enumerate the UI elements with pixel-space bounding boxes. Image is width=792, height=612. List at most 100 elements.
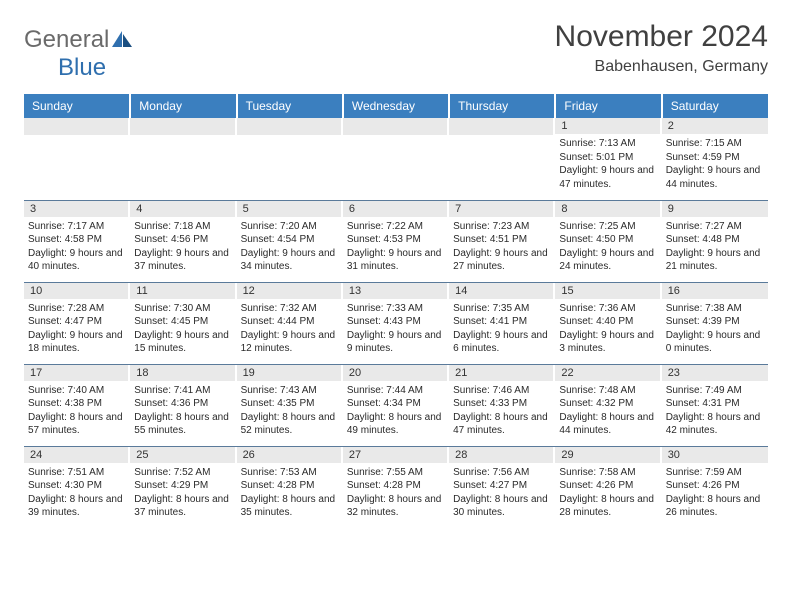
day-number: 5 [237,201,343,217]
sunrise-text: Sunrise: 7:40 AM [28,384,126,398]
day-number: 10 [24,283,130,299]
sunset-text: Sunset: 4:40 PM [559,315,657,329]
sunrise-text: Sunrise: 7:30 AM [134,302,232,316]
day-number: 16 [662,283,768,299]
sunset-text: Sunset: 4:51 PM [453,233,551,247]
day-number [24,118,130,135]
sunrise-text: Sunrise: 7:41 AM [134,384,232,398]
sunrise-text: Sunrise: 7:56 AM [453,466,551,480]
calendar-cell: 3Sunrise: 7:17 AMSunset: 4:58 PMDaylight… [24,200,130,282]
daylight-text: Daylight: 9 hours and 9 minutes. [347,329,445,356]
sunrise-text: Sunrise: 7:43 AM [241,384,339,398]
daylight-text: Daylight: 9 hours and 47 minutes. [559,164,657,191]
calendar-cell [449,118,555,200]
sunrise-text: Sunrise: 7:36 AM [559,302,657,316]
sunset-text: Sunset: 4:39 PM [666,315,764,329]
day-header: Monday [130,94,236,118]
daylight-text: Daylight: 9 hours and 44 minutes. [666,164,764,191]
day-header: Friday [555,94,661,118]
day-number: 15 [555,283,661,299]
sunset-text: Sunset: 4:26 PM [666,479,764,493]
calendar-cell: 2Sunrise: 7:15 AMSunset: 4:59 PMDaylight… [662,118,768,200]
daylight-text: Daylight: 9 hours and 27 minutes. [453,247,551,274]
daylight-text: Daylight: 9 hours and 34 minutes. [241,247,339,274]
day-number: 23 [662,365,768,381]
sunrise-text: Sunrise: 7:17 AM [28,220,126,234]
day-number: 4 [130,201,236,217]
day-number: 19 [237,365,343,381]
calendar-cell: 28Sunrise: 7:56 AMSunset: 4:27 PMDayligh… [449,446,555,528]
calendar-cell: 14Sunrise: 7:35 AMSunset: 4:41 PMDayligh… [449,282,555,364]
sunrise-text: Sunrise: 7:13 AM [559,137,657,151]
day-number: 6 [343,201,449,217]
sunset-text: Sunset: 4:54 PM [241,233,339,247]
calendar-cell: 19Sunrise: 7:43 AMSunset: 4:35 PMDayligh… [237,364,343,446]
calendar-cell: 22Sunrise: 7:48 AMSunset: 4:32 PMDayligh… [555,364,661,446]
day-number: 8 [555,201,661,217]
sunrise-text: Sunrise: 7:52 AM [134,466,232,480]
day-number: 28 [449,447,555,463]
sunrise-text: Sunrise: 7:38 AM [666,302,764,316]
sunrise-text: Sunrise: 7:22 AM [347,220,445,234]
calendar-cell: 10Sunrise: 7:28 AMSunset: 4:47 PMDayligh… [24,282,130,364]
sunset-text: Sunset: 4:35 PM [241,397,339,411]
calendar-cell [130,118,236,200]
sunrise-text: Sunrise: 7:59 AM [666,466,764,480]
sunset-text: Sunset: 4:56 PM [134,233,232,247]
sunset-text: Sunset: 4:33 PM [453,397,551,411]
day-number: 20 [343,365,449,381]
day-number: 13 [343,283,449,299]
calendar-cell: 26Sunrise: 7:53 AMSunset: 4:28 PMDayligh… [237,446,343,528]
daylight-text: Daylight: 8 hours and 57 minutes. [28,411,126,438]
sunrise-text: Sunrise: 7:46 AM [453,384,551,398]
calendar-cell [24,118,130,200]
calendar-cell: 1Sunrise: 7:13 AMSunset: 5:01 PMDaylight… [555,118,661,200]
daylight-text: Daylight: 9 hours and 3 minutes. [559,329,657,356]
day-number: 17 [24,365,130,381]
sunset-text: Sunset: 4:48 PM [666,233,764,247]
calendar-cell [343,118,449,200]
calendar-cell: 27Sunrise: 7:55 AMSunset: 4:28 PMDayligh… [343,446,449,528]
calendar-cell: 25Sunrise: 7:52 AMSunset: 4:29 PMDayligh… [130,446,236,528]
calendar-cell: 8Sunrise: 7:25 AMSunset: 4:50 PMDaylight… [555,200,661,282]
day-number [343,118,449,135]
calendar-cell: 23Sunrise: 7:49 AMSunset: 4:31 PMDayligh… [662,364,768,446]
daylight-text: Daylight: 9 hours and 6 minutes. [453,329,551,356]
logo-blue-text: Blue [58,54,106,81]
sunrise-text: Sunrise: 7:18 AM [134,220,232,234]
day-number: 18 [130,365,236,381]
day-number: 30 [662,447,768,463]
calendar-cell: 12Sunrise: 7:32 AMSunset: 4:44 PMDayligh… [237,282,343,364]
daylight-text: Daylight: 9 hours and 31 minutes. [347,247,445,274]
day-header: Sunday [24,94,130,118]
calendar-week: 24Sunrise: 7:51 AMSunset: 4:30 PMDayligh… [24,446,768,528]
sunrise-text: Sunrise: 7:53 AM [241,466,339,480]
day-number: 24 [24,447,130,463]
header: GeneralBlueNovember 2024Babenhausen, Ger… [24,20,768,82]
sunset-text: Sunset: 4:34 PM [347,397,445,411]
sunrise-text: Sunrise: 7:15 AM [666,137,764,151]
day-header: Saturday [662,94,768,118]
calendar-head: SundayMondayTuesdayWednesdayThursdayFrid… [24,94,768,118]
day-number: 12 [237,283,343,299]
daylight-text: Daylight: 9 hours and 12 minutes. [241,329,339,356]
sunrise-text: Sunrise: 7:55 AM [347,466,445,480]
sunset-text: Sunset: 5:01 PM [559,151,657,165]
calendar-cell: 16Sunrise: 7:38 AMSunset: 4:39 PMDayligh… [662,282,768,364]
calendar-cell: 13Sunrise: 7:33 AMSunset: 4:43 PMDayligh… [343,282,449,364]
calendar-cell [237,118,343,200]
sunset-text: Sunset: 4:53 PM [347,233,445,247]
sunset-text: Sunset: 4:29 PM [134,479,232,493]
sunset-text: Sunset: 4:43 PM [347,315,445,329]
daylight-text: Daylight: 8 hours and 47 minutes. [453,411,551,438]
day-number: 14 [449,283,555,299]
sunset-text: Sunset: 4:26 PM [559,479,657,493]
daylight-text: Daylight: 9 hours and 24 minutes. [559,247,657,274]
sunrise-text: Sunrise: 7:28 AM [28,302,126,316]
daylight-text: Daylight: 8 hours and 42 minutes. [666,411,764,438]
location: Babenhausen, Germany [555,58,768,76]
sunrise-text: Sunrise: 7:48 AM [559,384,657,398]
calendar-cell: 20Sunrise: 7:44 AMSunset: 4:34 PMDayligh… [343,364,449,446]
calendar-cell: 24Sunrise: 7:51 AMSunset: 4:30 PMDayligh… [24,446,130,528]
logo: GeneralBlue [24,20,132,82]
